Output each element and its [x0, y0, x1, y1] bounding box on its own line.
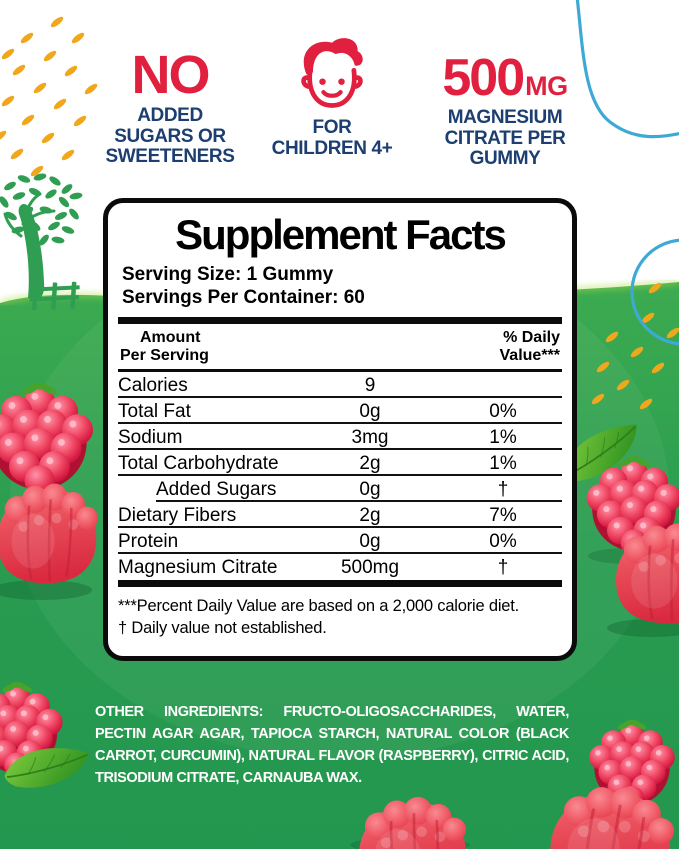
col-dv-line2: Value***: [499, 347, 560, 365]
header-rule: [118, 369, 562, 373]
yellow-dash-pattern-right: [591, 282, 679, 410]
table-row-protein: Protein 0g 0%: [118, 528, 562, 554]
supplement-facts-panel: Supplement Facts Serving Size: 1 Gummy S…: [103, 198, 577, 661]
thick-rule: [118, 316, 562, 324]
table-row-dietary-fibers: Dietary Fibers 2g 7%: [118, 502, 562, 528]
other-ingredients-paragraph: OTHER INGREDIENTS: FRUCTO-OLIGOSACCHARID…: [95, 701, 569, 789]
table-row-magnesium-citrate: Magnesium Citrate 500mg †: [118, 556, 509, 578]
children-line: FOR: [312, 117, 352, 138]
thick-rule: [118, 579, 562, 587]
other-ingredients-text: FRUCTO-OLIGOSACCHARIDES, WATER, PECTIN A…: [95, 703, 569, 786]
badge-for-children: FOR CHILDREN 4+: [262, 36, 402, 159]
tree-and-fence-icon: [0, 173, 83, 299]
fence-icon: [29, 281, 80, 311]
blue-circle-outline: [630, 238, 679, 346]
panel-title: Supplement Facts: [175, 211, 507, 258]
other-ingredients-label: OTHER INGREDIENTS:: [95, 703, 264, 720]
footnote-dagger: † Daily value not established.: [118, 619, 327, 638]
table-header: Amount Per Serving % Daily Value***: [118, 324, 562, 370]
serving-size: Serving Size: 1 Gummy: [122, 264, 334, 286]
col-amount-line2: Per Serving: [120, 347, 209, 365]
servings-per-container: Servings Per Container: 60: [122, 286, 365, 308]
table-row-added-sugars: Added Sugars 0g †: [118, 476, 562, 502]
col-amount-line1: Amount: [140, 328, 201, 346]
blue-curve: [575, 0, 679, 139]
dose-line: GUMMY: [469, 148, 541, 170]
no-headline: NO: [131, 45, 211, 105]
children-line: CHILDREN 4+: [271, 137, 393, 159]
dose-amount: 500: [442, 49, 525, 107]
no-sugar-line: SUGARS OR: [114, 125, 226, 147]
no-sugar-line: ADDED: [137, 105, 203, 127]
table-row-total-fat: Total Fat 0g 0%: [118, 398, 562, 425]
footnote-daily-value: ***Percent Daily Value are based on a 2,…: [118, 596, 520, 615]
badge-no-added-sugars: NO ADDED SUGARS OR SWEETENERS: [100, 45, 240, 168]
table-row-calories: Calories 9: [118, 372, 562, 399]
raspberry-gummy: [0, 482, 100, 585]
badge-500mg-per-gummy: 500 MG MAGNESIUM CITRATE PER GUMMY: [426, 52, 584, 170]
table-row-total-carbohydrate: Total Carbohydrate 2g 1%: [118, 450, 562, 476]
dose-line: CITRATE PER: [444, 127, 566, 149]
dose-line: MAGNESIUM: [447, 107, 563, 128]
yellow-dash-pattern-top-left: [0, 16, 98, 177]
dose-unit: MG: [525, 71, 568, 101]
no-sugar-line: SWEETENERS: [105, 146, 235, 168]
table-row-sodium: Sodium 3mg 1%: [118, 424, 562, 451]
child-face-icon: [301, 38, 363, 108]
col-dv-line1: % Daily: [503, 328, 560, 346]
footnotes: ***Percent Daily Value are based on a 2,…: [118, 595, 562, 640]
